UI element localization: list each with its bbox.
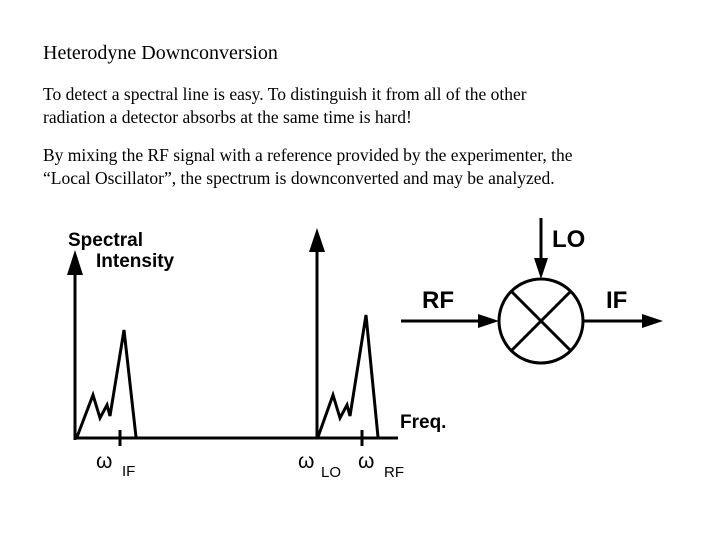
omega-lo-subscript: LO bbox=[321, 464, 341, 481]
x-axis-label: Freq. bbox=[400, 412, 446, 433]
lo-input-arrowhead bbox=[534, 258, 548, 279]
if-output-arrowhead bbox=[642, 314, 663, 328]
lo-arrowhead bbox=[309, 228, 325, 252]
y-axis-label-2: Intensity bbox=[96, 251, 175, 272]
omega-rf-subscript: RF bbox=[384, 464, 404, 481]
mixing-paragraph: By mixing the RF signal with a reference… bbox=[43, 144, 693, 190]
intro-line-2: radiation a detector absorbs at the same… bbox=[43, 107, 412, 127]
mixer-lo-label: LO bbox=[552, 226, 585, 253]
slide-title: Heterodyne Downconversion bbox=[43, 42, 278, 64]
intro-line-1: To detect a spectral line is easy. To di… bbox=[43, 84, 527, 104]
omega-if-subscript: IF bbox=[122, 463, 135, 480]
rf-input-arrowhead bbox=[478, 314, 499, 328]
rf-spectrum-line bbox=[316, 314, 380, 438]
mixing-line-1: By mixing the RF signal with a reference… bbox=[43, 145, 573, 165]
omega-if-symbol: ω bbox=[96, 450, 112, 473]
intro-paragraph: To detect a spectral line is easy. To di… bbox=[43, 83, 693, 129]
mixing-line-2: “Local Oscillator”, the spectrum is down… bbox=[43, 168, 555, 188]
mixer-if-label: IF bbox=[606, 287, 627, 314]
mixer-rf-label: RF bbox=[422, 287, 454, 314]
omega-lo-symbol: ω bbox=[298, 450, 314, 473]
spectrum-plot: Spectral Intensity Freq. ω IF ω LO ω RF bbox=[67, 228, 446, 481]
if-spectrum-line bbox=[75, 329, 138, 438]
y-axis-arrowhead bbox=[67, 250, 83, 275]
omega-rf-symbol: ω bbox=[358, 450, 374, 473]
mixer-diagram: LO RF IF bbox=[401, 218, 663, 365]
y-axis-label-1: Spectral bbox=[68, 230, 143, 251]
mixer-cross-2 bbox=[509, 289, 573, 353]
